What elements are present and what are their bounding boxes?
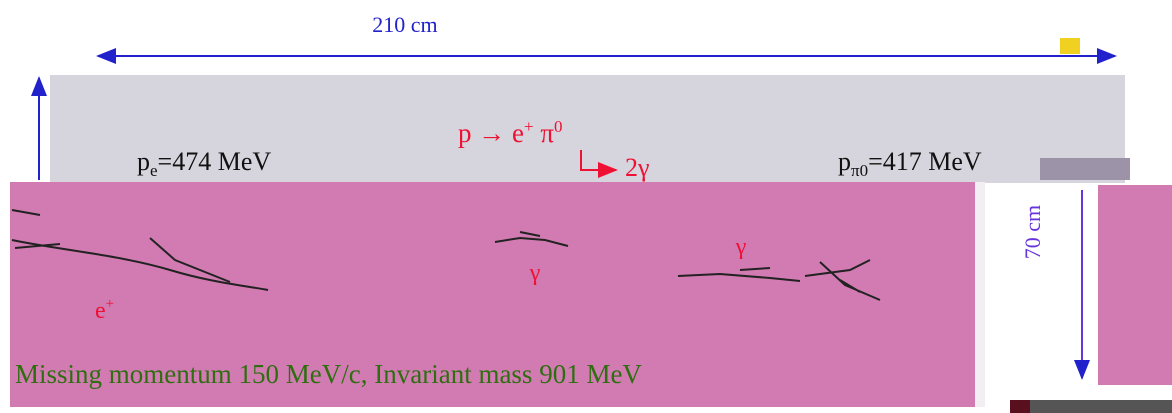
height-label: 70 cm	[1020, 205, 1045, 259]
artifact	[1040, 158, 1130, 180]
width-label: 210 cm	[372, 12, 437, 37]
side-panel	[1098, 185, 1172, 385]
text-part: +	[106, 296, 114, 312]
text-part: e	[150, 161, 158, 180]
artifact	[1060, 38, 1080, 54]
artifact	[1010, 400, 1030, 413]
event-display: 210 cm 70 cm pe=474 MeV pπ0=417 MeV p → …	[0, 0, 1172, 413]
text-part: p	[137, 147, 150, 176]
text-part: p	[838, 147, 851, 176]
artifact	[1010, 400, 1172, 413]
positron-momentum: pe=474 MeV	[137, 147, 271, 180]
text-part: π0	[851, 161, 868, 180]
reaction: p → e+ π0	[458, 117, 562, 148]
text-part: +	[524, 117, 534, 136]
text-part: π	[534, 118, 555, 148]
text-part: p → e	[458, 118, 524, 148]
text-part: =474 MeV	[158, 147, 272, 176]
gamma-label: γ	[529, 260, 541, 286]
decay: 2γ	[625, 153, 650, 182]
gamma-label: γ	[735, 234, 747, 260]
text-part: 0	[554, 117, 563, 136]
text-part: =417 MeV	[868, 147, 982, 176]
summary: Missing momentum 150 MeV/c, Invariant ma…	[15, 359, 642, 389]
gap	[975, 182, 985, 407]
text-part: e	[95, 298, 106, 324]
